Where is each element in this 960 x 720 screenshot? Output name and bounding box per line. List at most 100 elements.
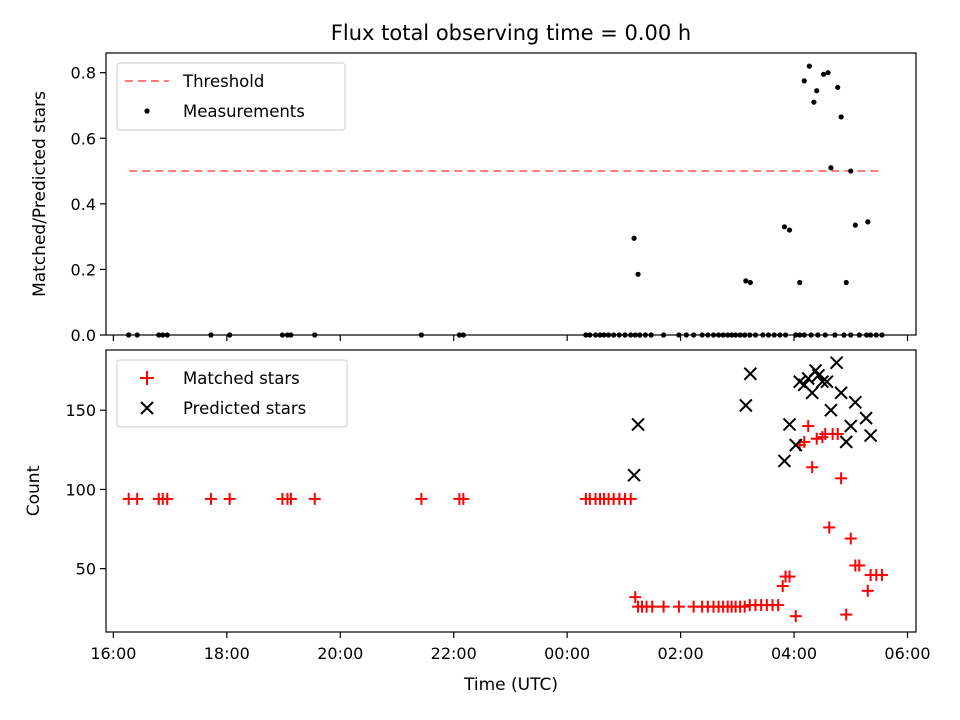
counts-y-tick-label: 50 xyxy=(76,560,96,579)
counts-plot-frame xyxy=(105,349,917,633)
measurement-point xyxy=(781,224,788,230)
predicted-star-point xyxy=(815,374,830,389)
counts-x-tick-label: 04:00 xyxy=(771,644,817,663)
counts-legend: Matched stars Predicted stars xyxy=(116,359,348,428)
counts-y-tick-label: 100 xyxy=(65,480,96,499)
counts-y-axis-label: Count xyxy=(24,465,44,516)
legend-measurements-label: Measurements xyxy=(183,102,305,121)
legend-threshold-label: Threshold xyxy=(182,72,264,91)
measurement-point xyxy=(786,227,793,233)
matched-star-point xyxy=(415,492,428,505)
matched-star-point xyxy=(646,600,659,613)
matched-star-point xyxy=(772,599,785,612)
matched-star-point xyxy=(308,492,321,505)
ratio-y-tick-label: 0.2 xyxy=(71,260,96,279)
matched-stars-points xyxy=(122,420,888,623)
matched-star-point xyxy=(672,600,685,613)
ratio-y-ticks: 0.0 0.2 0.4 0.6 0.8 xyxy=(71,64,106,345)
predicted-star-point xyxy=(848,395,863,409)
predicted-star-point xyxy=(859,411,873,425)
measurement-point xyxy=(838,114,844,120)
counts-x-tick-label: 20:00 xyxy=(317,644,363,663)
legend-matched-label: Matched stars xyxy=(183,369,300,388)
predicted-star-point xyxy=(820,374,834,389)
matched-star-point xyxy=(457,492,470,505)
measurement-point xyxy=(801,78,807,84)
predicted-star-point xyxy=(789,438,803,452)
counts-panel: 50 100 150 16:00 18:00 20:00 22:00 00:00 02:00 0… xyxy=(24,349,931,695)
ratio-legend: Threshold Measurements xyxy=(116,62,346,131)
predicted-stars-points xyxy=(627,355,878,482)
matched-star-point xyxy=(875,568,888,581)
legend-matched-swatch xyxy=(140,371,154,385)
matched-star-point xyxy=(835,472,848,485)
predicted-star-point xyxy=(805,386,819,400)
counts-x-ticks: 16:00 18:00 20:00 22:00 00:00 02:00 04:00 06:00 xyxy=(90,632,931,663)
predicted-star-point xyxy=(631,417,645,432)
measurement-point xyxy=(825,70,831,76)
matched-star-point xyxy=(776,580,789,593)
ratio-y-tick-label: 0.4 xyxy=(71,195,96,214)
ratio-y-tick-label: 0.8 xyxy=(71,64,96,83)
counts-x-tick-label: 22:00 xyxy=(431,644,477,663)
matched-star-point xyxy=(783,570,796,583)
measurement-point xyxy=(843,279,849,286)
measurement-point xyxy=(743,278,749,284)
measurement-point xyxy=(820,71,827,77)
matched-star-point xyxy=(284,492,297,505)
measurement-point xyxy=(852,222,858,228)
matched-star-point xyxy=(624,492,637,505)
ratio-panel: 0.00.20.40.60.8 Matched/Predicted stars … xyxy=(30,52,917,345)
counts-legend-box xyxy=(116,359,348,428)
measurement-point xyxy=(814,88,820,94)
ratio-y-tick-label: 0.0 xyxy=(71,326,96,345)
ratio-x-ticks xyxy=(112,335,909,341)
predicted-star-point xyxy=(811,368,826,383)
counts-x-tick-label: 16:00 xyxy=(90,644,136,663)
predicted-star-point xyxy=(782,417,797,432)
predicted-star-point xyxy=(863,428,878,443)
measurements-points xyxy=(126,63,885,338)
ratio-y-tick-label: 0.6 xyxy=(71,129,96,148)
measurement-point xyxy=(635,271,641,277)
matched-star-point xyxy=(131,492,144,505)
counts-x-tick-label: 18:00 xyxy=(204,644,250,663)
matched-star-point xyxy=(831,427,844,440)
measurement-point xyxy=(806,63,812,69)
predicted-star-point xyxy=(834,386,848,400)
counts-y-ticks: 50 100 150 xyxy=(65,401,106,579)
measurement-point xyxy=(828,165,834,171)
counts-x-tick-label: 00:00 xyxy=(544,644,590,663)
predicted-star-point xyxy=(824,403,838,417)
counts-y-tick-label: 150 xyxy=(65,401,96,420)
counts-x-tick-label: 06:00 xyxy=(884,644,930,663)
measurement-point xyxy=(797,279,803,286)
matched-star-point xyxy=(789,610,802,623)
legend-predicted-label: Predicted stars xyxy=(183,399,306,418)
matched-star-point xyxy=(806,461,819,474)
predicted-star-point xyxy=(777,454,792,468)
measurement-point xyxy=(835,84,841,91)
matched-star-point xyxy=(161,492,174,505)
ratio-y-axis-label: Matched/Predicted stars xyxy=(30,91,50,297)
predicted-star-point xyxy=(627,468,641,482)
measurement-point xyxy=(631,235,637,241)
measurement-point xyxy=(811,99,817,105)
measurement-point xyxy=(865,219,871,225)
matched-star-point xyxy=(853,559,866,572)
matched-star-point xyxy=(861,584,874,597)
measurement-point xyxy=(848,168,854,174)
predicted-star-point xyxy=(739,398,753,413)
matched-star-point xyxy=(802,420,815,433)
legend-measurements-swatch xyxy=(144,108,150,114)
x-axis-label: Time (UTC) xyxy=(463,675,558,695)
predicted-star-point xyxy=(829,355,844,370)
matched-star-point xyxy=(844,532,857,545)
ratio-plot-frame xyxy=(105,52,917,336)
matched-star-point xyxy=(738,600,751,613)
matched-star-point xyxy=(223,492,236,505)
measurement-point xyxy=(747,279,753,286)
predicted-star-point xyxy=(839,435,853,449)
matched-star-point xyxy=(840,608,853,621)
